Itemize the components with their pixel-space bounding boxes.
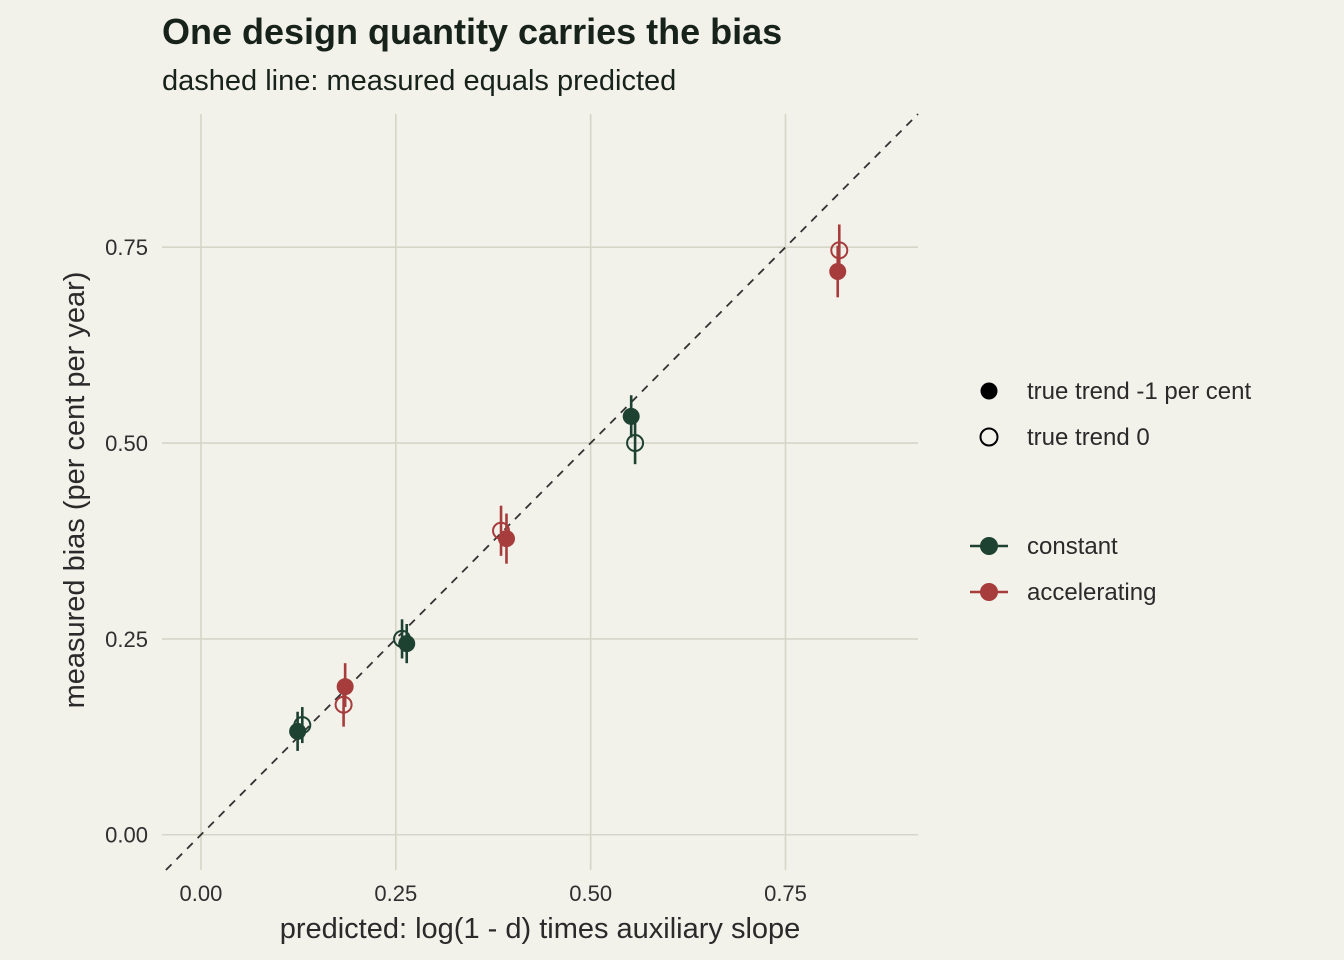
x-tick-label: 0.00 — [180, 881, 223, 906]
y-tick-label: 0.25 — [105, 627, 148, 652]
y-tick-label: 0.75 — [105, 235, 148, 260]
legend-label: true trend -1 per cent — [1027, 378, 1251, 405]
data-point — [336, 663, 354, 708]
marker-open — [334, 695, 353, 714]
legend-label: accelerating — [1027, 579, 1156, 606]
grid — [162, 114, 918, 870]
legend-label: true trend 0 — [1027, 424, 1150, 451]
x-tick-label: 0.25 — [374, 881, 417, 906]
legend: true trend -1 per cent true trend 0 consta… — [970, 378, 1251, 606]
x-axis-title: predicted: log(1 - d) times auxiliary sl… — [280, 913, 801, 945]
data-point — [830, 224, 849, 277]
legend-label: constant — [1027, 533, 1118, 560]
legend-key-open-circle — [979, 427, 999, 447]
marker-filled — [829, 262, 847, 280]
data-point — [334, 682, 353, 727]
data-point — [829, 245, 847, 298]
data-marks — [289, 224, 849, 751]
marker-open — [393, 629, 412, 648]
x-tick-label: 0.50 — [569, 881, 612, 906]
reference-line-group — [165, 113, 919, 871]
legend-key-dot — [980, 583, 998, 601]
reference-line — [165, 113, 919, 871]
tick-labels: 0.00 0.25 0.50 0.75 0.00 0.25 0.50 0.75 — [105, 235, 807, 906]
y-tick-label: 0.00 — [105, 823, 148, 848]
y-axis-title: measured bias (per cent per year) — [59, 272, 91, 709]
data-point — [492, 505, 511, 556]
marker-filled — [622, 407, 640, 425]
data-point — [393, 619, 412, 659]
y-tick-label: 0.50 — [105, 431, 148, 456]
marker-filled — [336, 678, 354, 696]
chart-subtitle: dashed line: measured equals predicted — [162, 65, 676, 97]
legend-key-dot — [980, 537, 998, 555]
legend-key-filled-circle — [980, 382, 998, 400]
chart-title: One design quantity carries the bias — [162, 11, 782, 52]
x-tick-label: 0.75 — [764, 881, 807, 906]
data-point — [626, 421, 645, 465]
marker-open — [492, 521, 511, 540]
data-point — [293, 707, 312, 744]
marker-open — [293, 716, 312, 735]
marker-open — [626, 434, 645, 453]
data-point — [622, 395, 640, 438]
marker-open — [830, 241, 849, 260]
